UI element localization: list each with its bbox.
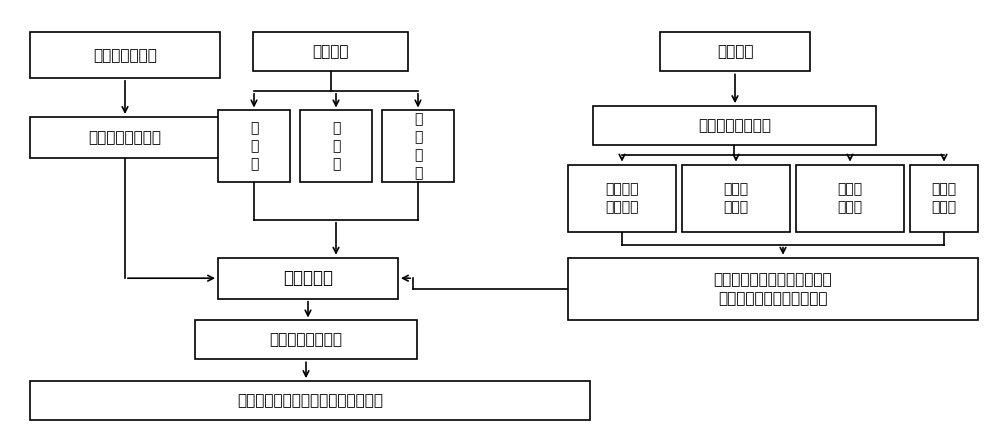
- Text: 孔隙微观结构对于地层物理属性影响: 孔隙微观结构对于地层物理属性影响: [237, 393, 383, 408]
- FancyBboxPatch shape: [382, 110, 454, 182]
- Text: 岩石物理
属性模拟: 岩石物理 属性模拟: [605, 182, 639, 214]
- FancyBboxPatch shape: [682, 165, 790, 232]
- FancyBboxPatch shape: [30, 117, 220, 158]
- Text: 测井曲线: 测井曲线: [312, 45, 349, 59]
- Text: 数字地层物理模型: 数字地层物理模型: [270, 333, 342, 347]
- Text: 孔隙微观结构、流体、矿物组
分与岩石物理属性定量关系: 孔隙微观结构、流体、矿物组 分与岩石物理属性定量关系: [714, 272, 832, 306]
- Text: 孔
隙
度: 孔 隙 度: [250, 121, 258, 171]
- Text: 岩心孔
隙结构: 岩心孔 隙结构: [723, 182, 749, 214]
- FancyBboxPatch shape: [30, 381, 590, 420]
- FancyBboxPatch shape: [568, 258, 978, 320]
- Text: 岩心矿
物组分: 岩心矿 物组分: [931, 182, 957, 214]
- FancyBboxPatch shape: [300, 110, 372, 182]
- FancyBboxPatch shape: [195, 320, 417, 359]
- FancyBboxPatch shape: [910, 165, 978, 232]
- Text: 多尺度融合: 多尺度融合: [283, 269, 333, 287]
- Text: 岩心图片: 岩心图片: [717, 45, 753, 59]
- Text: 数字地层几何模型: 数字地层几何模型: [88, 130, 162, 145]
- FancyBboxPatch shape: [253, 32, 408, 71]
- Text: 饱
和
度: 饱 和 度: [332, 121, 340, 171]
- FancyBboxPatch shape: [660, 32, 810, 71]
- FancyBboxPatch shape: [30, 32, 220, 78]
- FancyBboxPatch shape: [218, 258, 398, 299]
- FancyBboxPatch shape: [593, 106, 876, 145]
- FancyBboxPatch shape: [796, 165, 904, 232]
- FancyBboxPatch shape: [218, 110, 290, 182]
- Text: 电成像测井资料: 电成像测井资料: [93, 48, 157, 63]
- FancyBboxPatch shape: [568, 165, 676, 232]
- Text: 岩心流
体特性: 岩心流 体特性: [837, 182, 863, 214]
- Text: 矿
物
含
量: 矿 物 含 量: [414, 112, 422, 180]
- Text: 多尺度多组分岩心: 多尺度多组分岩心: [698, 118, 771, 133]
